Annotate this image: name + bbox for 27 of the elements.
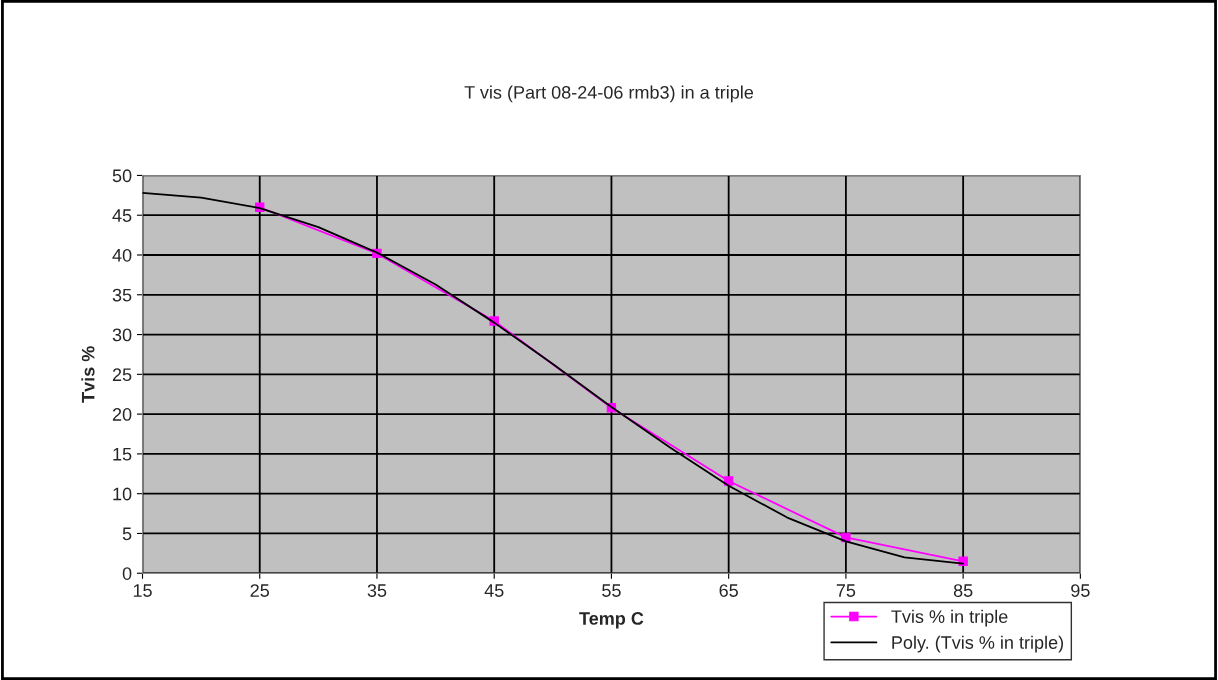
x-tick-label: 85 <box>953 584 973 597</box>
y-tick-label: 15 <box>113 448 132 461</box>
legend-label: Tvis % in triple <box>891 609 1008 627</box>
x-tick-label: 15 <box>133 584 152 597</box>
x-tick-label: 65 <box>719 584 738 597</box>
y-tick-label: 45 <box>112 209 132 222</box>
y-tick-label: 30 <box>112 328 132 342</box>
x-tick-label: 95 <box>1071 584 1090 597</box>
y-tick-label: 35 <box>112 288 132 302</box>
x-tick-label: 45 <box>484 584 504 597</box>
y-tick-label: 50 <box>112 169 132 183</box>
x-tick-label: 25 <box>250 584 270 597</box>
x-tick-label: 55 <box>602 584 621 597</box>
x-tick-label: 35 <box>367 584 387 597</box>
y-tick-label: 25 <box>112 368 132 382</box>
x-axis-title: Temp C <box>579 612 644 629</box>
point <box>723 476 734 486</box>
chart-title: T vis (Part 08-24-06 rmb3) in a triple <box>464 85 754 103</box>
y-tick-label: 5 <box>122 527 132 541</box>
x-tick-label: 75 <box>836 584 856 597</box>
y-axis-title: Tvis % <box>81 346 95 403</box>
y-tick-label: 20 <box>112 408 132 421</box>
point <box>958 556 968 566</box>
y-tick-label: 40 <box>112 248 132 262</box>
y-tick-label: 0 <box>122 567 132 580</box>
legend-label: Poly. (Tvis % in triple) <box>892 635 1063 653</box>
y-tick-label: 10 <box>113 487 132 501</box>
